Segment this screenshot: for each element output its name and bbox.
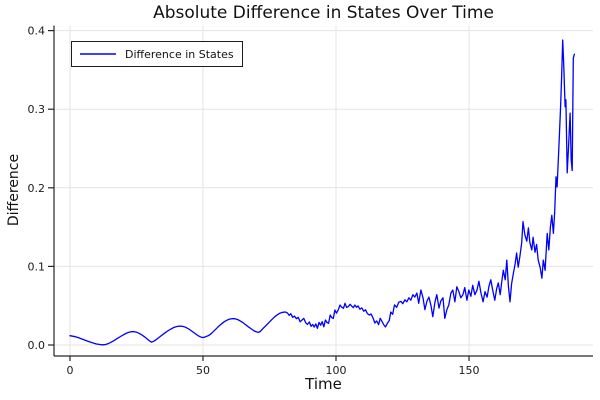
- chart-title: Absolute Difference in States Over Time: [153, 3, 494, 23]
- series-line: [69, 39, 576, 346]
- legend-label: Difference in States: [125, 47, 234, 61]
- x-tick-label: 150: [459, 364, 480, 377]
- y-tick-label: 0.2: [28, 182, 46, 195]
- x-tick-label: 0: [66, 364, 73, 377]
- y-tick-label: 0.4: [28, 25, 46, 38]
- legend: Difference in States: [71, 41, 243, 67]
- y-tick-label: 0.3: [28, 103, 46, 116]
- x-tick-label: 50: [196, 364, 210, 377]
- y-tick-label: 0.1: [28, 260, 46, 273]
- y-axis-label-wrap: Difference: [0, 0, 28, 380]
- x-axis-label: Time: [305, 375, 342, 393]
- x-tick-label: 100: [326, 364, 347, 377]
- y-axis-label: Difference: [6, 153, 22, 227]
- legend-line-sample: [80, 53, 116, 55]
- y-tick-label: 0.0: [28, 339, 46, 352]
